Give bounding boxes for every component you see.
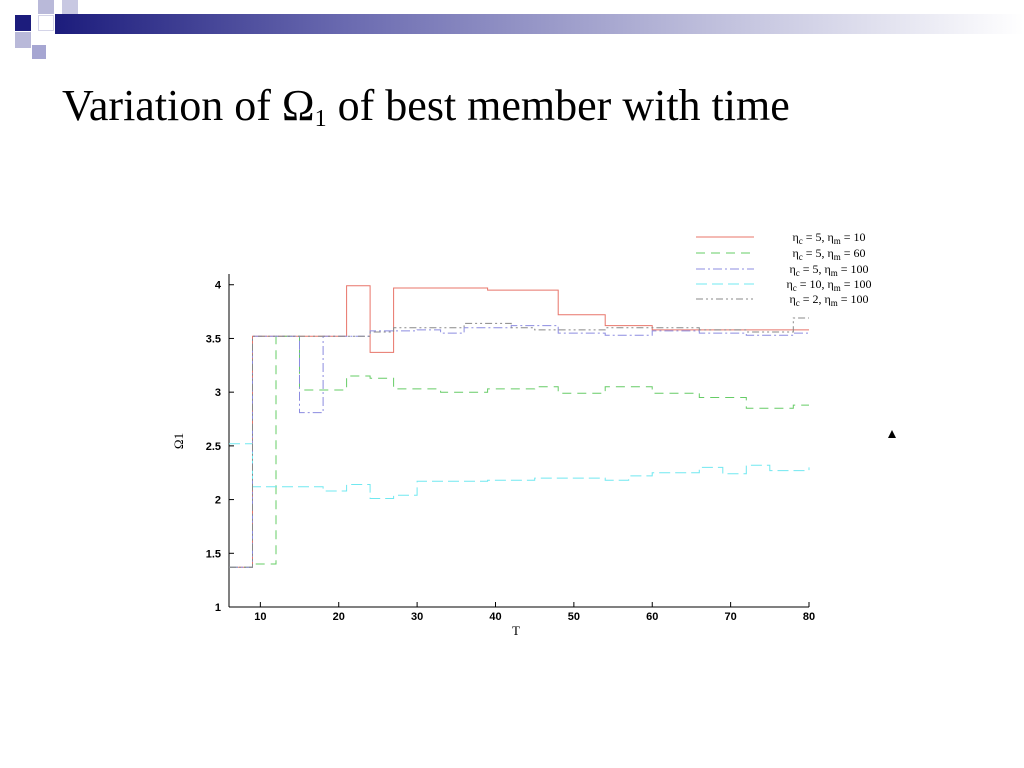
- y-tick-label: 1: [215, 602, 221, 614]
- header-square: [32, 45, 46, 59]
- series-line: [229, 285, 809, 568]
- x-tick-label: 10: [254, 611, 266, 623]
- legend-entry: ηc = 5, ηm = 60: [792, 246, 865, 262]
- x-tick-label: 70: [724, 611, 736, 623]
- title-subscript: 1: [314, 106, 327, 132]
- x-tick-label: 60: [646, 611, 658, 623]
- y-tick-label: 4: [215, 280, 222, 292]
- x-tick-label: 40: [489, 611, 501, 623]
- x-tick-label: 30: [411, 611, 423, 623]
- chart-axes: [228, 274, 809, 608]
- legend-entry: ηc = 5, ηm = 100: [789, 262, 868, 278]
- header-square: [38, 0, 54, 14]
- x-ticks: 10 20 30 40 50 60 70 80: [254, 602, 815, 623]
- series-line: [229, 443, 810, 499]
- header-square: [38, 15, 54, 31]
- y-axis-label: Ω1: [171, 433, 186, 449]
- legend-entry: ηc = 5, ηm = 10: [792, 230, 865, 246]
- series-line: [229, 317, 809, 568]
- header-square: [15, 15, 31, 31]
- x-tick-label: 80: [803, 611, 815, 623]
- y-tick-label: 2.5: [206, 441, 221, 453]
- x-axis-label: T: [512, 623, 520, 638]
- series-line: [229, 335, 809, 568]
- x-tick-label: 20: [333, 611, 345, 623]
- header-square: [62, 0, 78, 14]
- legend-entry: ηc = 10, ηm = 100: [786, 277, 871, 293]
- slide-header: [0, 0, 1024, 64]
- header-square: [15, 32, 31, 48]
- x-tick-label: 50: [568, 611, 580, 623]
- y-axis-label-group: Ω1: [171, 433, 186, 449]
- series-lines: [229, 285, 810, 568]
- pointer-marker: [888, 430, 896, 438]
- title-rest: of best member with time: [326, 81, 790, 130]
- title-main: Variation of Ω: [62, 81, 315, 130]
- y-tick-label: 2: [215, 495, 221, 507]
- header-gradient-bar: [55, 14, 1024, 34]
- y-tick-label: 1.5: [206, 548, 221, 560]
- y-ticks: 1 1.5 2 2.5 3 3.5 4: [206, 280, 234, 614]
- y-tick-label: 3.5: [206, 333, 221, 345]
- slide-title: Variation of Ω1 of best member with time: [62, 80, 790, 133]
- series-line: [229, 325, 809, 568]
- y-tick-label: 3: [215, 387, 221, 399]
- legend-entry: ηc = 2, ηm = 100: [789, 292, 868, 308]
